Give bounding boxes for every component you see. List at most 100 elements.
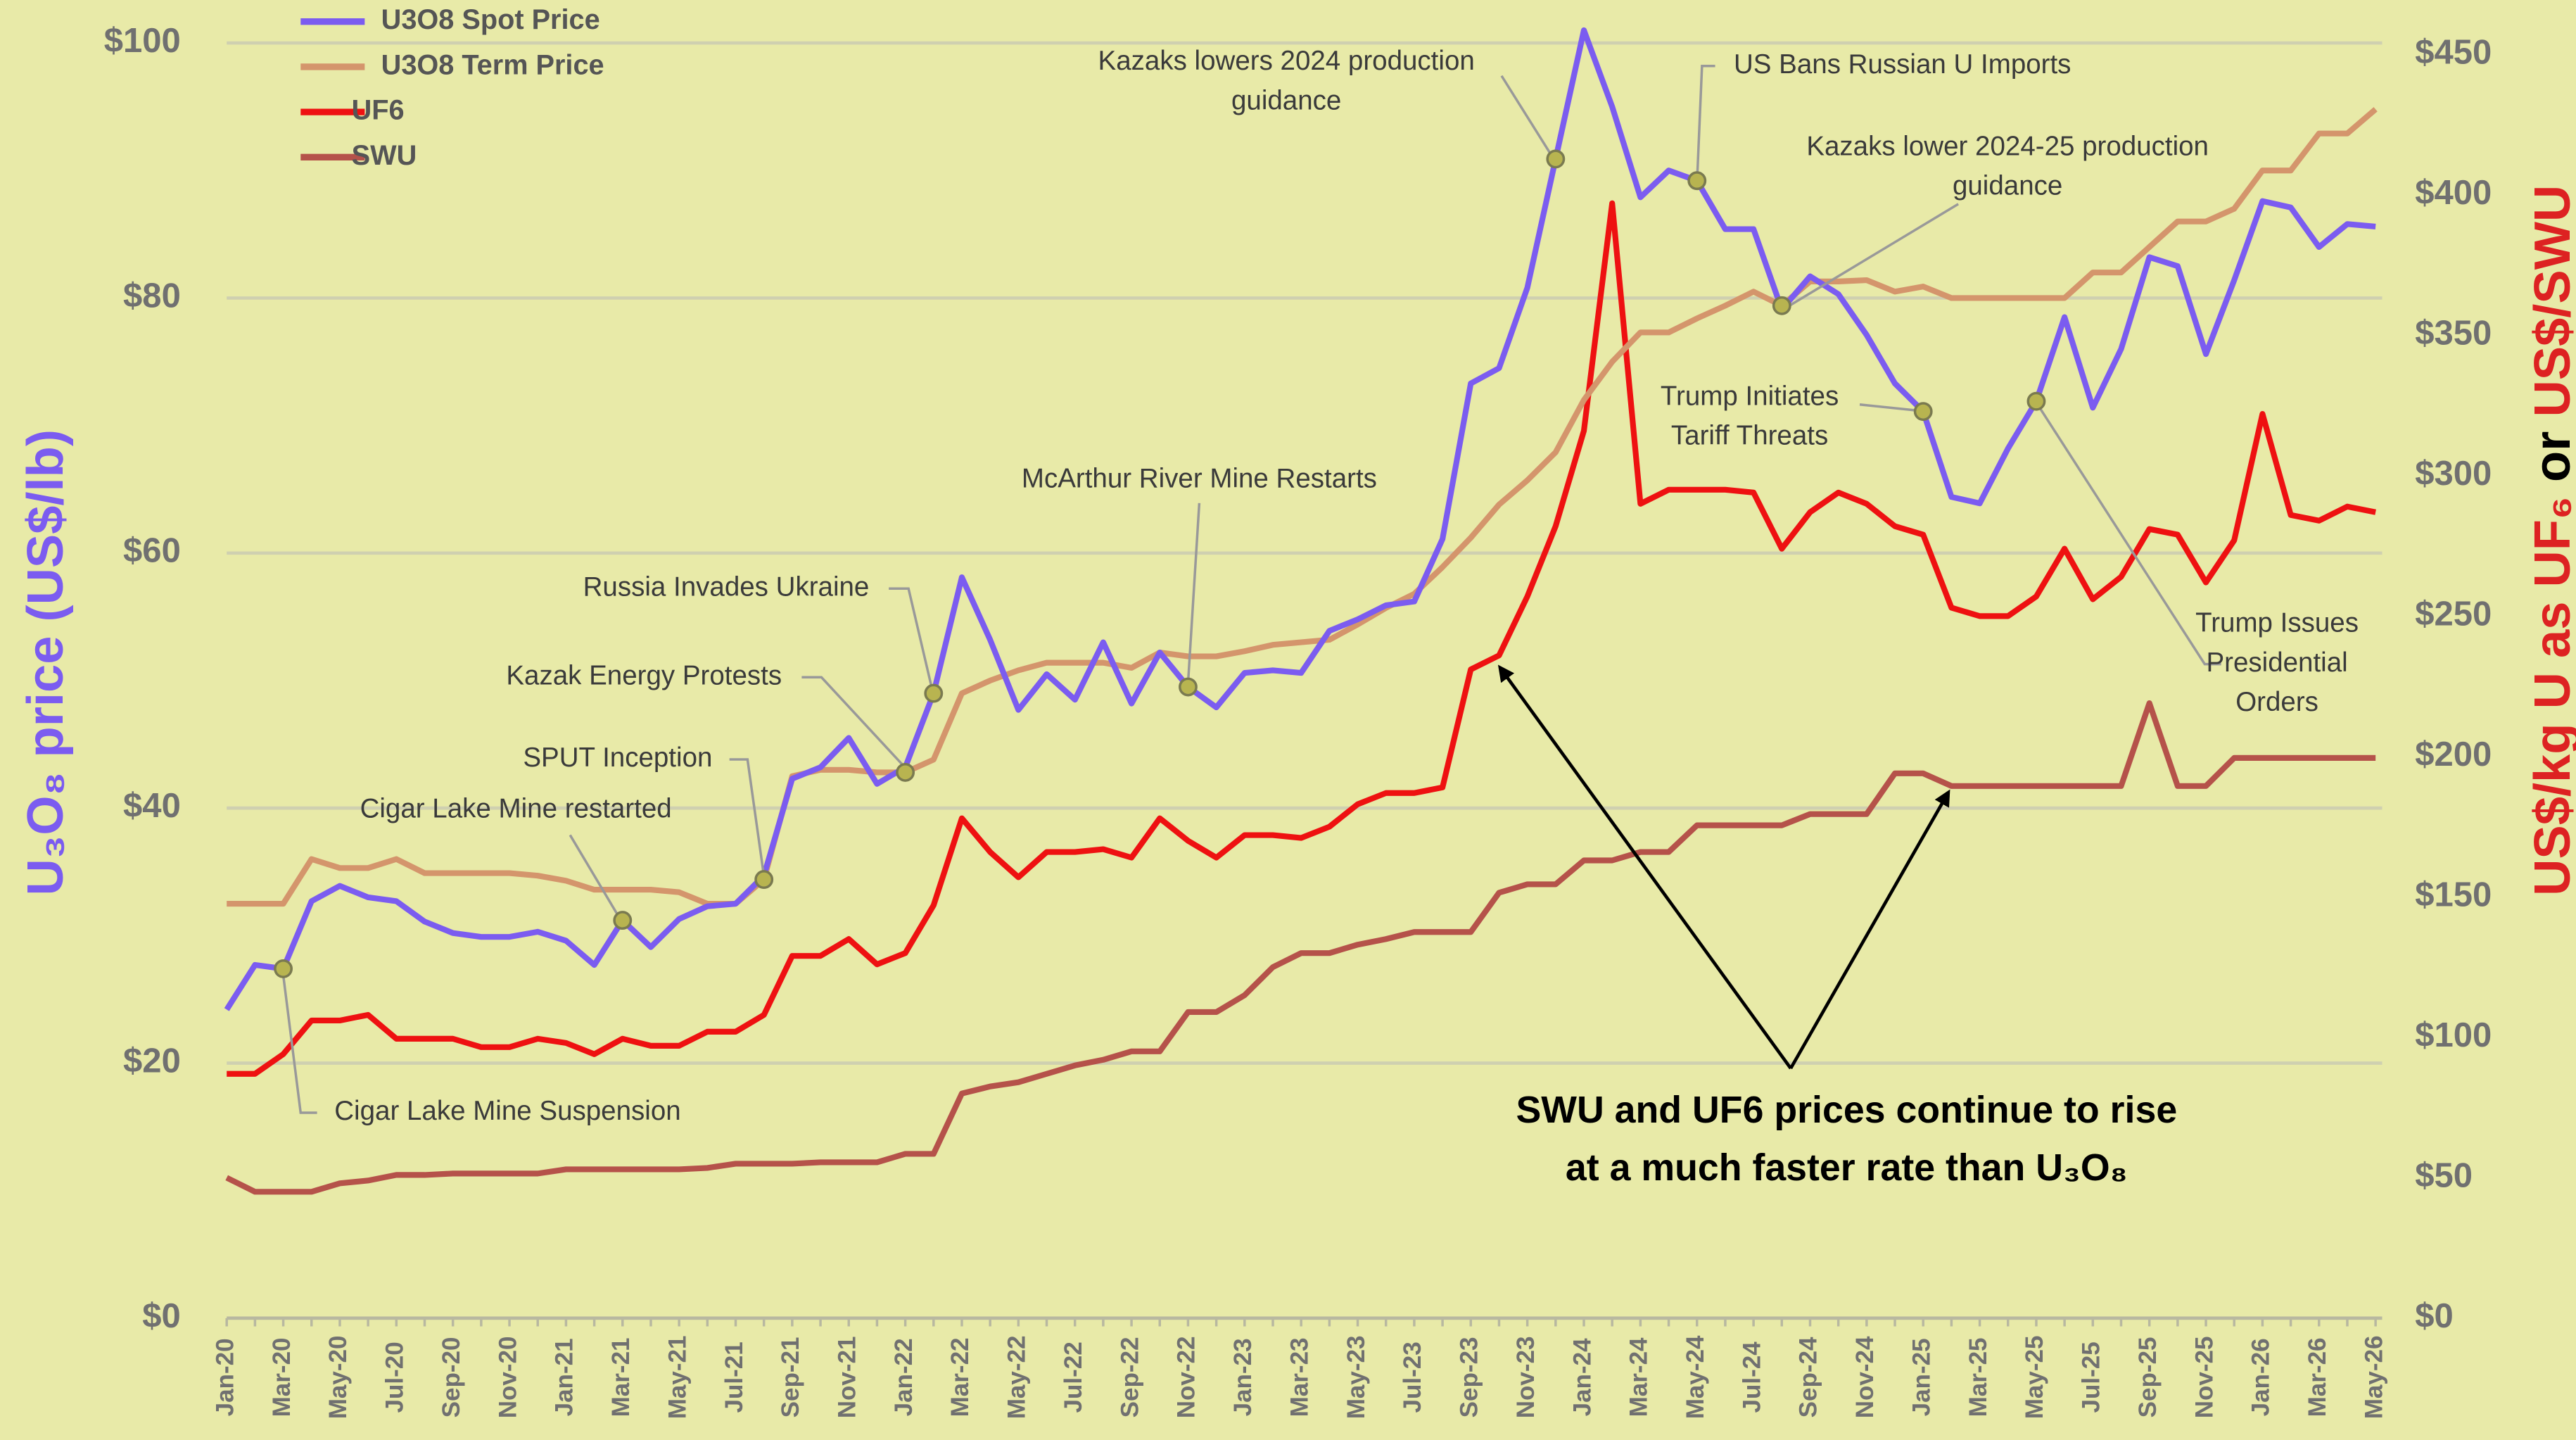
series-line	[227, 107, 2378, 907]
x-tick-label: Sep-22	[1116, 1337, 1143, 1418]
annotation-text: SPUT Inception	[523, 743, 712, 773]
annotation-text: Presidential	[2206, 648, 2347, 678]
annotation-point	[1179, 677, 1198, 697]
annotation-text: Trump Initiates	[1661, 381, 1839, 412]
leader-line	[1696, 64, 1715, 182]
annotation-text: McArthur River Mine Restarts	[1022, 463, 1377, 493]
x-tick-label: May-26	[2360, 1336, 2387, 1420]
labels: $0 $20 $40 $60 $80 $100 $0 $50 $100 $150 $200 $250 $…	[104, 4, 2492, 1419]
annotation-point	[896, 762, 915, 782]
x-tick-label: May-24	[1682, 1335, 1709, 1419]
leader-line	[1500, 75, 1556, 160]
x-tick-label: Nov-21	[833, 1337, 861, 1419]
x-tick-label: Sep-20	[438, 1337, 465, 1418]
x-tick-label: Nov-22	[1173, 1337, 1200, 1419]
x-tick-label: Mar-20	[268, 1337, 296, 1417]
y2-tick-label: $100	[2415, 1016, 2492, 1054]
legend-label: SWU	[352, 140, 417, 171]
x-tick-label: May-21	[664, 1336, 691, 1420]
leader-line	[569, 834, 623, 921]
annotations: Cigar Lake Mine Suspension Cigar Lake Min…	[274, 46, 2359, 1126]
x-tick-label: Mar-22	[946, 1337, 974, 1417]
callout-arrow	[1497, 664, 1792, 1070]
annotation-point	[1687, 171, 1707, 191]
annotation-point	[754, 870, 774, 890]
x-tick-label: Jan-26	[2247, 1338, 2275, 1416]
callout-arrow	[1789, 789, 1950, 1070]
y-tick-label: $0	[142, 1297, 181, 1335]
lines	[224, 27, 2378, 1195]
leader-line	[1186, 503, 1201, 688]
annotation-text: Kazaks lower 2024-25 production	[1806, 132, 2209, 162]
y-tick-label: $20	[123, 1042, 181, 1080]
x-tick-label: May-22	[1003, 1336, 1031, 1420]
y-tick-label: $100	[104, 22, 181, 60]
x-tick-label: May-20	[324, 1336, 352, 1420]
x-tick-label: Jul-25	[2078, 1341, 2105, 1413]
leader-line	[281, 969, 317, 1114]
x-tick-label: Nov-23	[1512, 1337, 1540, 1419]
series-line	[224, 27, 2376, 1011]
y-axis-title: U₃O₈ price (US$/lb)	[17, 429, 74, 895]
annotation-text: Russia Invades Ukraine	[583, 571, 870, 602]
x-tick-label: Mar-26	[2304, 1337, 2331, 1417]
x-tick-label: Nov-25	[2190, 1337, 2218, 1419]
y2-tick-label: $250	[2415, 595, 2492, 633]
x-tick-label: Jul-21	[721, 1341, 748, 1413]
x-tick-label: Jan-21	[551, 1338, 578, 1416]
x-tick-label: Sep-25	[2134, 1337, 2162, 1418]
x-tick-label: Nov-24	[1851, 1336, 1879, 1418]
y2-title-part: US$/SWU	[2524, 185, 2576, 417]
y2-tick-label: $50	[2415, 1156, 2473, 1194]
x-tick-label: Jul-24	[1738, 1341, 1765, 1413]
x-tick-label: Mar-24	[1625, 1337, 1653, 1417]
annotation-point	[1546, 149, 1566, 169]
annotation-text: Cigar Lake Mine restarted	[360, 794, 672, 824]
annotation-point	[1772, 296, 1791, 315]
x-tick-label: Jan-25	[1908, 1338, 1935, 1416]
x-tick-label: Jul-20	[381, 1341, 409, 1413]
y-tick-label: $80	[123, 277, 181, 315]
annotation-text: Cigar Lake Mine Suspension	[334, 1096, 680, 1126]
annotation-text: Kazaks lowers 2024 production	[1098, 46, 1475, 76]
leader-line	[729, 758, 766, 877]
annotation-point	[613, 911, 633, 930]
y-tick-label: $40	[123, 787, 181, 825]
y2-title-part: US$/kg U as UF₆	[2524, 496, 2576, 896]
annotation-text: US Bans Russian U Imports	[1734, 49, 2071, 80]
x-tick-label: Jan-23	[1229, 1338, 1257, 1416]
x-tick-label: Jan-22	[890, 1338, 918, 1416]
y2-tick-label: $450	[2415, 33, 2492, 71]
annotation-point	[1913, 402, 1933, 422]
x-tick-label: Mar-21	[607, 1337, 635, 1417]
grid	[225, 41, 2383, 1327]
x-tick-label: Sep-21	[777, 1337, 804, 1418]
leader-line	[889, 587, 934, 695]
annotation-point	[924, 683, 944, 703]
x-tick-label: Jan-20	[211, 1338, 239, 1416]
y2-tick-label: $300	[2415, 455, 2492, 493]
x-tick-label: Jul-23	[1399, 1341, 1426, 1413]
y2-title-part: or	[2524, 431, 2576, 482]
annotation-text: Tariff Threats	[1671, 421, 1828, 451]
callout-text: SWU and UF6 prices continue to rise	[1516, 1089, 2177, 1131]
annotation-text: guidance	[1953, 171, 2062, 201]
leader-line	[2034, 400, 2221, 666]
x-tick-label: Sep-24	[1795, 1337, 1822, 1417]
annotation-point	[274, 959, 293, 978]
y2-tick-label: $150	[2415, 876, 2492, 914]
x-tick-label: Mar-25	[1965, 1337, 1992, 1417]
x-tick-label: Jul-22	[1060, 1341, 1087, 1413]
y2-tick-label: $200	[2415, 735, 2492, 773]
leader-line	[1859, 403, 1922, 412]
y2-tick-label: $350	[2415, 314, 2492, 352]
annotation-text: Orders	[2235, 687, 2318, 717]
annotation-text: guidance	[1231, 85, 1341, 115]
x-tick-label: Mar-23	[1286, 1337, 1313, 1417]
y2-tick-label: $400	[2415, 174, 2492, 212]
x-tick-label: Jan-24	[1568, 1338, 1596, 1416]
leader-line	[801, 676, 906, 769]
